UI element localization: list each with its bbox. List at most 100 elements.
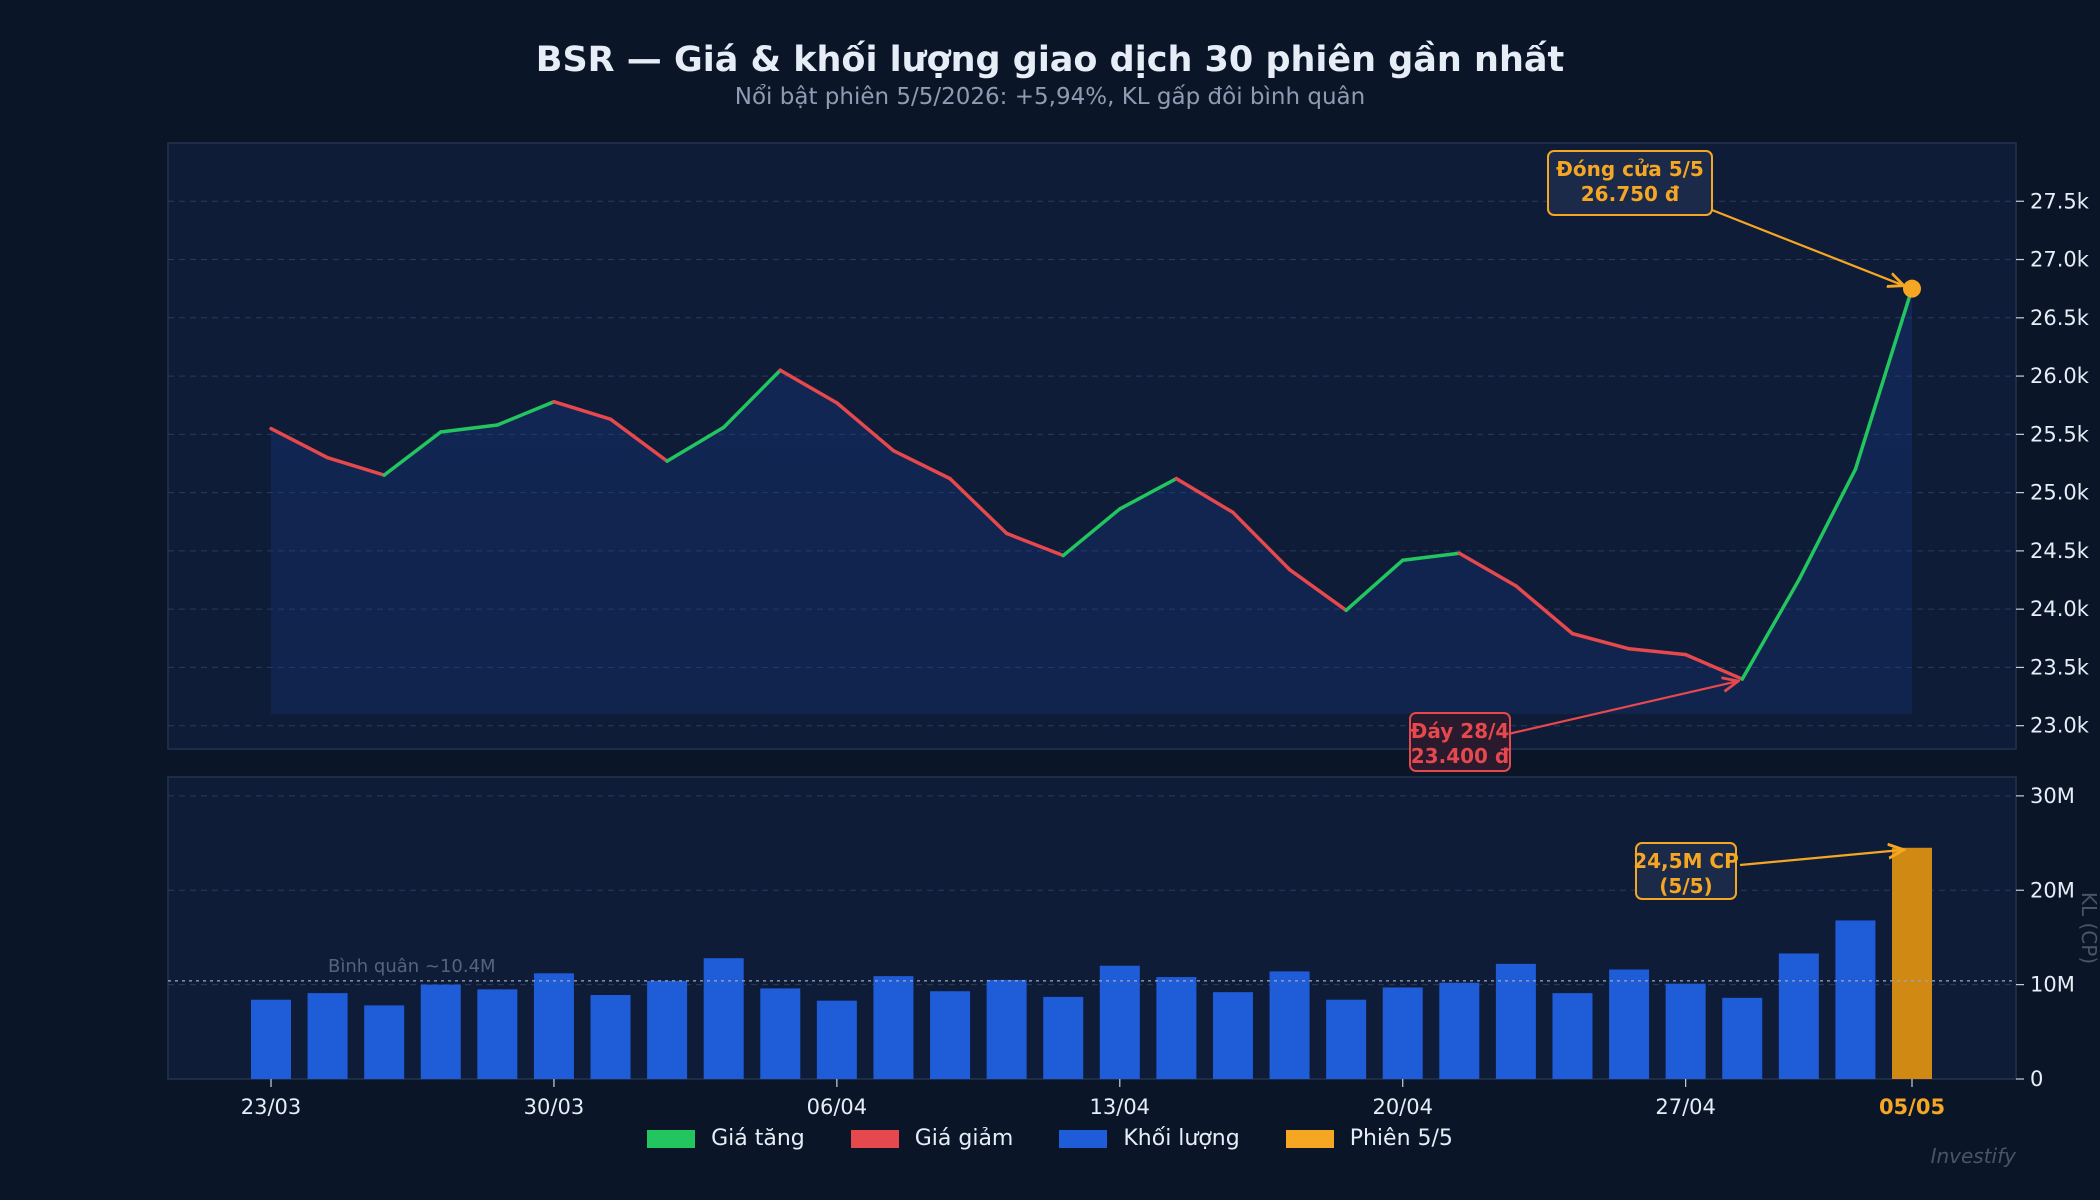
x-tick-label: 05/05 — [1879, 1095, 1945, 1119]
volume-axis-label: KL (CP) — [2077, 892, 2100, 964]
volume-bar — [1778, 953, 1819, 1079]
volume-bar — [364, 1005, 405, 1079]
annotation-text: Đáy 28/4 — [1411, 719, 1510, 743]
volume-bar — [477, 989, 518, 1079]
average-volume-label: Bình quân ~10.4M — [328, 956, 496, 977]
legend-item-price-up: Giá tăng — [647, 1126, 805, 1151]
price-segment-down — [552, 399, 613, 421]
price-segment-up — [382, 430, 443, 477]
chart-legend: Giá tăng Giá giảm Khối lượng Phiên 5/5 — [0, 1126, 2100, 1151]
volume-bar — [420, 984, 461, 1079]
volume-annotation-arrow — [1739, 850, 1904, 867]
price-segment-down — [1457, 551, 1518, 588]
price-segment-down — [1231, 510, 1292, 572]
volume-bar — [307, 993, 348, 1079]
volume-bar — [1609, 969, 1650, 1079]
x-tick-label: 23/03 — [241, 1095, 302, 1119]
price-ytick-label: 27.5k — [2030, 189, 2090, 213]
price-segment-up — [1344, 558, 1405, 613]
annotation-box — [1635, 842, 1737, 900]
volume-bar — [533, 973, 574, 1079]
price-segment-up — [1853, 286, 1914, 472]
x-tick-label: 06/04 — [807, 1095, 868, 1119]
price-area — [271, 288, 1912, 715]
price-ytick-label: 23.0k — [2030, 714, 2090, 738]
price-ytick-label: 24.5k — [2030, 539, 2090, 563]
legend-item-volume: Khối lượng — [1059, 1126, 1240, 1151]
volume-bar — [1156, 977, 1197, 1079]
volume-bar — [1043, 996, 1084, 1079]
annotation-text: 26.750 đ — [1581, 182, 1680, 206]
volume-bar — [1099, 965, 1140, 1079]
price-segment-down — [1514, 584, 1575, 636]
price-ytick-label: 24.0k — [2030, 597, 2090, 621]
legend-label-up: Giá tăng — [711, 1126, 805, 1151]
price-segment-down — [835, 401, 896, 453]
volume-bar — [1382, 987, 1423, 1079]
price-ytick-label: 26.5k — [2030, 306, 2090, 330]
legend-swatch-up — [647, 1129, 696, 1148]
x-tick-label: 27/04 — [1655, 1095, 1716, 1119]
price-segment-up — [1797, 467, 1858, 582]
volume-bar — [1835, 920, 1876, 1079]
chart-subtitle: Nổi bật phiên 5/5/2026: +5,94%, KL gấp đ… — [734, 84, 1366, 110]
price-segment-down — [1627, 647, 1688, 657]
legend-swatch-down — [850, 1129, 899, 1148]
watermark: Investify — [1930, 1144, 2016, 1168]
annotation-text: 23.400 đ — [1411, 744, 1510, 768]
price-segment-up — [1740, 578, 1801, 681]
price-segment-down — [1683, 652, 1744, 681]
volume-bar — [1495, 963, 1536, 1079]
volume-bar-highlight — [1892, 847, 1932, 1079]
volume-bar — [647, 980, 688, 1079]
price-segment-down — [1004, 531, 1065, 558]
close-marker — [1903, 279, 1921, 298]
price-segment-down — [608, 417, 669, 463]
price-segment-up — [665, 425, 726, 463]
price-ytick-label: 25.5k — [2030, 422, 2090, 446]
annotation-box — [1547, 150, 1713, 216]
chart-title: BSR — Giá & khối lượng giao dịch 30 phiê… — [535, 40, 1565, 80]
volume-bar — [816, 1000, 857, 1079]
close-annotation: Đóng cửa 5/526.750 đ — [1547, 150, 1713, 216]
volume-bar — [986, 979, 1027, 1079]
price-segment-down — [269, 426, 330, 460]
volume-bar — [1326, 999, 1367, 1079]
legend-item-highlight: Phiên 5/5 — [1285, 1126, 1453, 1151]
x-tick-label: 13/04 — [1090, 1095, 1151, 1119]
annotation-text: 24,5M CP — [1633, 849, 1739, 873]
volume-ytick-label: 10M — [2030, 973, 2075, 997]
annotation-text: Đóng cửa 5/5 — [1556, 157, 1704, 181]
volume-bar — [1269, 971, 1310, 1079]
volume-bar — [1439, 982, 1480, 1079]
legend-label-highlight: Phiên 5/5 — [1349, 1126, 1453, 1151]
price-ytick-label: 26.0k — [2030, 364, 2090, 388]
legend-swatch-volume — [1059, 1129, 1108, 1148]
price-ytick-label: 23.5k — [2030, 655, 2090, 679]
close-annotation-arrow — [1711, 208, 1904, 286]
volume-bar — [930, 991, 971, 1079]
volume-bar — [760, 988, 801, 1079]
price-segment-down — [325, 455, 386, 477]
volume-ytick-label: 30M — [2030, 784, 2075, 808]
volume-bar — [1722, 997, 1763, 1079]
legend-swatch-highlight — [1285, 1129, 1334, 1148]
legend-label-volume: Khối lượng — [1123, 1126, 1240, 1151]
annotation-box — [1409, 712, 1511, 772]
x-tick-label: 20/04 — [1372, 1095, 1433, 1119]
volume-annotation: 24,5M CP(5/5) — [1633, 842, 1739, 900]
x-tick-label: 30/03 — [524, 1095, 585, 1119]
price-segment-down — [1174, 476, 1235, 515]
volume-bar — [703, 958, 744, 1079]
price-segment-down — [891, 448, 952, 481]
volume-ytick-label: 20M — [2030, 878, 2075, 902]
price-segment-down — [1287, 567, 1348, 613]
legend-label-down: Giá giảm — [914, 1126, 1014, 1151]
low-annotation-arrow — [1507, 681, 1738, 736]
price-segment-down — [948, 476, 1009, 536]
low-annotation: Đáy 28/423.400 đ — [1409, 712, 1511, 772]
price-ytick-label: 27.0k — [2030, 248, 2090, 272]
price-segment-down — [778, 368, 839, 405]
